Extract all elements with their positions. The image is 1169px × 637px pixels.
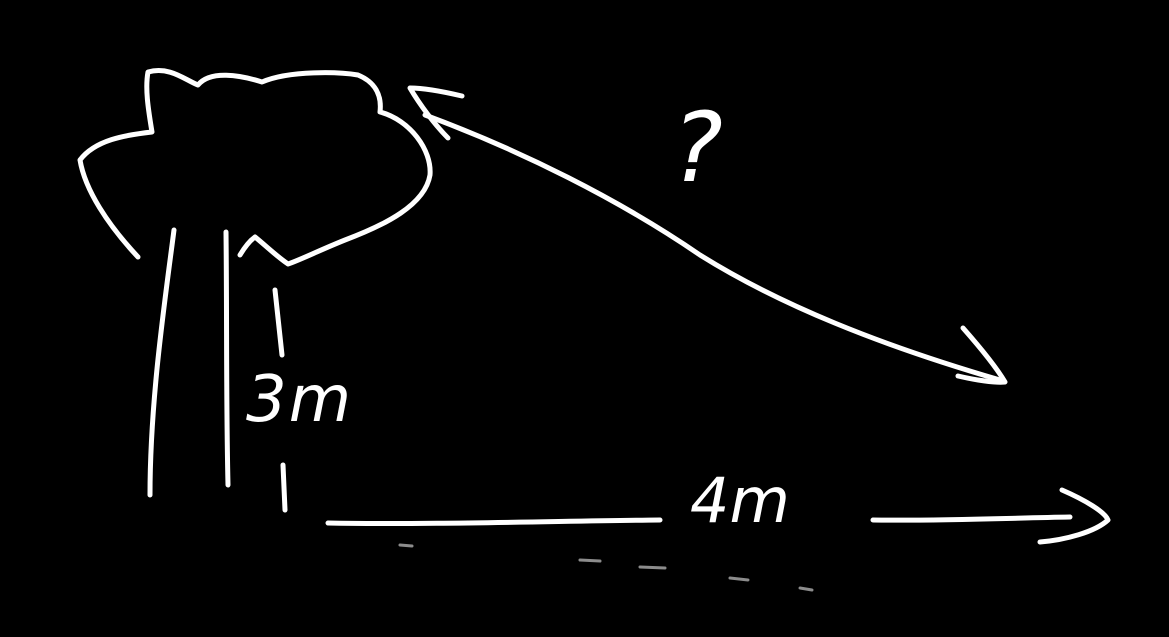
tree-trunk-right: [223, 229, 231, 488]
tree-canopy: [77, 68, 433, 267]
height-dimension-lower: [280, 462, 288, 513]
hypotenuse-line: [422, 112, 1003, 383]
hypotenuse-arrowhead-end: [955, 325, 1008, 385]
hypotenuse-arrowhead-start: [407, 85, 465, 141]
ground-scribble: [398, 543, 814, 592]
width-dimension-line: [325, 517, 663, 527]
tree-trunk-left: [147, 227, 177, 498]
width-label: 4m: [690, 464, 790, 537]
height-dimension-upper: [272, 287, 285, 358]
height-label: 3m: [246, 363, 354, 437]
unknown-distance-label: ?: [672, 92, 723, 204]
width-dimension-arrow: [870, 487, 1111, 545]
